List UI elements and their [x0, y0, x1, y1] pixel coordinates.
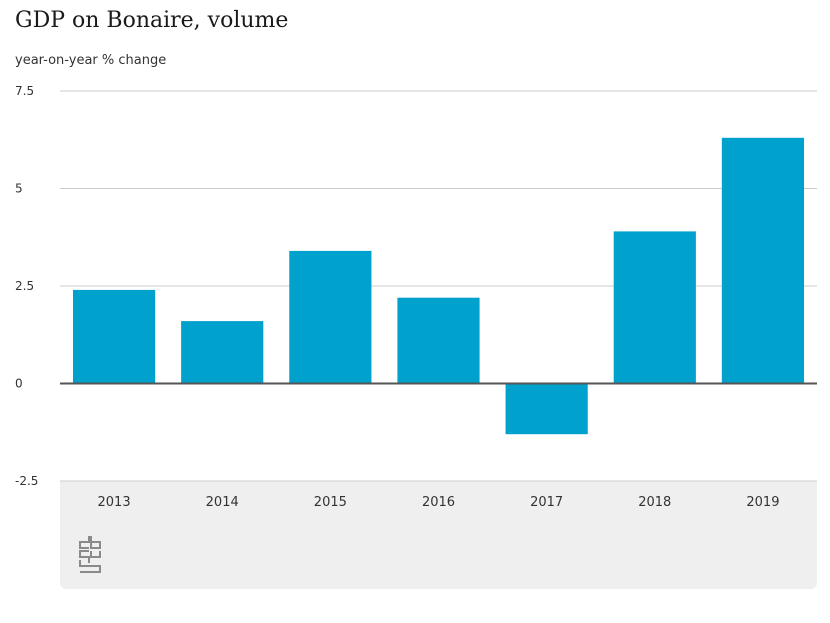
bar-2014	[181, 321, 264, 384]
y-tick-label: 7.5	[15, 84, 34, 98]
grid-lines	[60, 90, 817, 482]
y-tick-label: 0	[15, 377, 23, 391]
x-tick-label: 2019	[746, 495, 779, 510]
bar-2015	[289, 250, 372, 384]
bar-2016	[397, 297, 480, 384]
x-tick-label: 2015	[314, 495, 347, 510]
bars	[72, 137, 805, 435]
bar-2013	[72, 289, 156, 384]
y-tick-label: 5	[15, 182, 23, 196]
chart-title: GDP on Bonaire, volume	[15, 8, 289, 33]
x-tick-labels: 2013 2014 2015 2016 2017 2018 2019	[98, 495, 780, 510]
y-tick-label: -2.5	[15, 474, 38, 488]
x-tick-label: 2016	[422, 495, 455, 510]
y-axis-label: year-on-year % change	[15, 53, 167, 68]
cbs-logo-icon	[79, 536, 101, 573]
x-axis-panel	[60, 481, 817, 589]
x-tick-label: 2014	[206, 495, 239, 510]
y-tick-label: 2.5	[15, 279, 34, 293]
bar-2018	[613, 231, 696, 384]
bar-2019	[721, 137, 805, 384]
x-tick-label: 2013	[98, 495, 131, 510]
x-tick-label: 2018	[638, 495, 671, 510]
x-tick-label: 2017	[530, 495, 563, 510]
bar-2017	[505, 383, 588, 435]
y-tick-labels: -2.5 0 2.5 5 7.5	[15, 84, 38, 488]
